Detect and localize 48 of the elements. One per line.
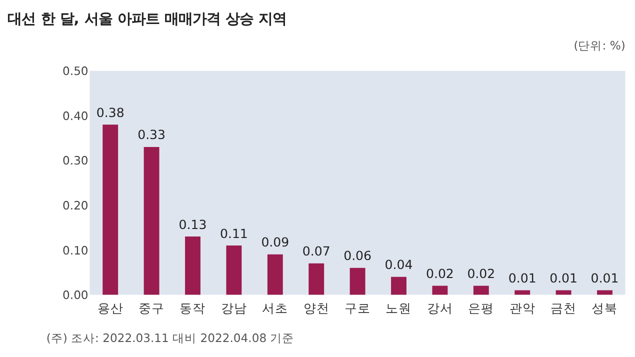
data-label: 0.02 xyxy=(467,266,496,282)
x-tick-label: 강남 xyxy=(220,300,247,316)
bar xyxy=(102,124,118,295)
x-tick-label: 서초 xyxy=(262,300,288,316)
data-label: 0.07 xyxy=(302,244,330,259)
x-tick-label: 구로 xyxy=(344,300,371,316)
bar xyxy=(226,245,242,295)
x-tick-label: 은평 xyxy=(468,300,494,316)
y-tick-label: 0.20 xyxy=(62,198,88,213)
y-tick-label: 0.30 xyxy=(62,154,88,168)
bar xyxy=(597,290,612,295)
bar xyxy=(473,286,489,295)
data-label: 0.01 xyxy=(508,270,536,286)
data-label: 0.02 xyxy=(426,266,454,282)
data-label: 0.13 xyxy=(178,216,207,232)
data-label: 0.01 xyxy=(590,270,619,286)
x-tick-label: 용산 xyxy=(97,300,124,316)
x-tick-label: 양천 xyxy=(303,300,330,316)
data-label: 0.04 xyxy=(384,257,413,272)
y-tick-label: 0.10 xyxy=(62,243,88,258)
x-tick-label: 노원 xyxy=(386,300,412,316)
x-tick-label: 금천 xyxy=(550,300,577,316)
chart-title: 대선 한 달, 서울 아파트 매매가격 상승 지역 xyxy=(8,12,286,28)
bar xyxy=(267,254,283,295)
bar xyxy=(391,276,406,295)
x-tick-label: 중구 xyxy=(138,300,165,316)
bar xyxy=(308,263,324,295)
text: (주) 조사: 2022.03.11 대비 2022.04.08 기준 xyxy=(46,331,294,346)
data-label: 0.33 xyxy=(138,127,166,142)
bar xyxy=(144,146,160,295)
text: (단위: %) xyxy=(574,38,626,53)
data-label: 0.01 xyxy=(550,270,578,286)
data-label: 0.38 xyxy=(96,104,124,120)
data-label: 0.11 xyxy=(220,226,248,241)
data-label: 0.09 xyxy=(261,234,290,250)
bar xyxy=(514,290,530,295)
bar xyxy=(350,268,366,295)
y-tick-label: 0.00 xyxy=(62,288,88,302)
x-tick-label: 강서 xyxy=(426,300,453,316)
x-tick-label: 동작 xyxy=(180,300,206,316)
data-label: 0.06 xyxy=(344,248,372,264)
y-tick-label: 0.40 xyxy=(62,108,88,123)
bar xyxy=(185,236,200,295)
x-tick-label: 성북 xyxy=(592,300,618,316)
bar xyxy=(556,290,572,295)
y-tick-label: 0.50 xyxy=(62,64,88,78)
bar xyxy=(432,286,448,295)
x-tick-label: 관악 xyxy=(509,300,536,316)
